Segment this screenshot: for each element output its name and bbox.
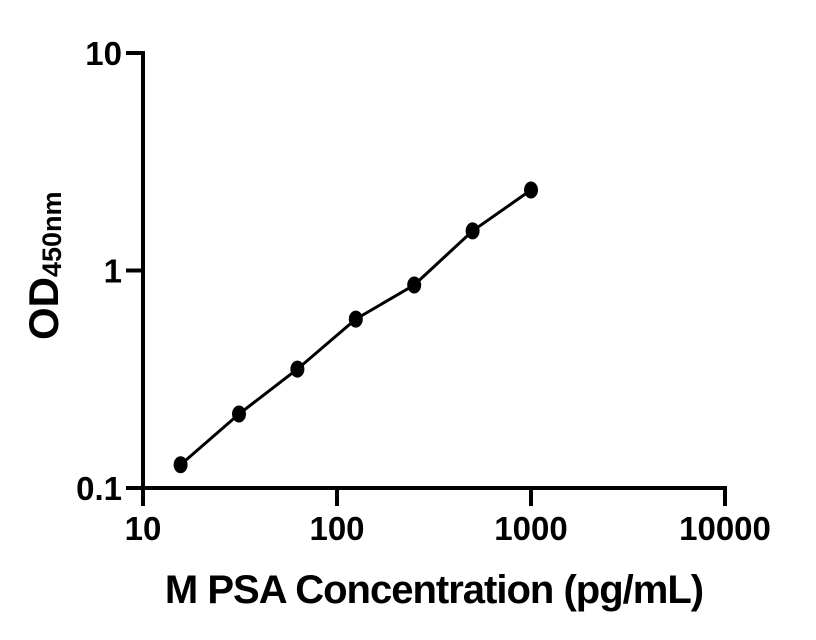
y-axis-title: OD450nm bbox=[20, 191, 67, 340]
x-tick-label: 10 bbox=[125, 510, 162, 547]
data-point bbox=[524, 181, 538, 199]
x-tick-label: 100 bbox=[309, 510, 364, 547]
x-axis-title: M PSA Concentration (pg/mL) bbox=[165, 568, 703, 612]
data-point bbox=[173, 456, 188, 474]
data-point bbox=[232, 405, 246, 423]
data-point bbox=[290, 360, 305, 378]
data-point bbox=[407, 276, 422, 294]
x-tick-label: 10000 bbox=[679, 510, 771, 547]
y-axis-title-subscript: 450nm bbox=[37, 191, 67, 277]
data-point bbox=[465, 222, 480, 240]
x-tick-label: 1000 bbox=[494, 510, 567, 547]
y-tick-label: 10 bbox=[85, 35, 122, 72]
data-point bbox=[348, 310, 363, 328]
y-tick-label: 0.1 bbox=[76, 470, 122, 507]
y-tick-label: 1 bbox=[104, 253, 122, 290]
y-axis-title-main: OD bbox=[20, 277, 67, 340]
